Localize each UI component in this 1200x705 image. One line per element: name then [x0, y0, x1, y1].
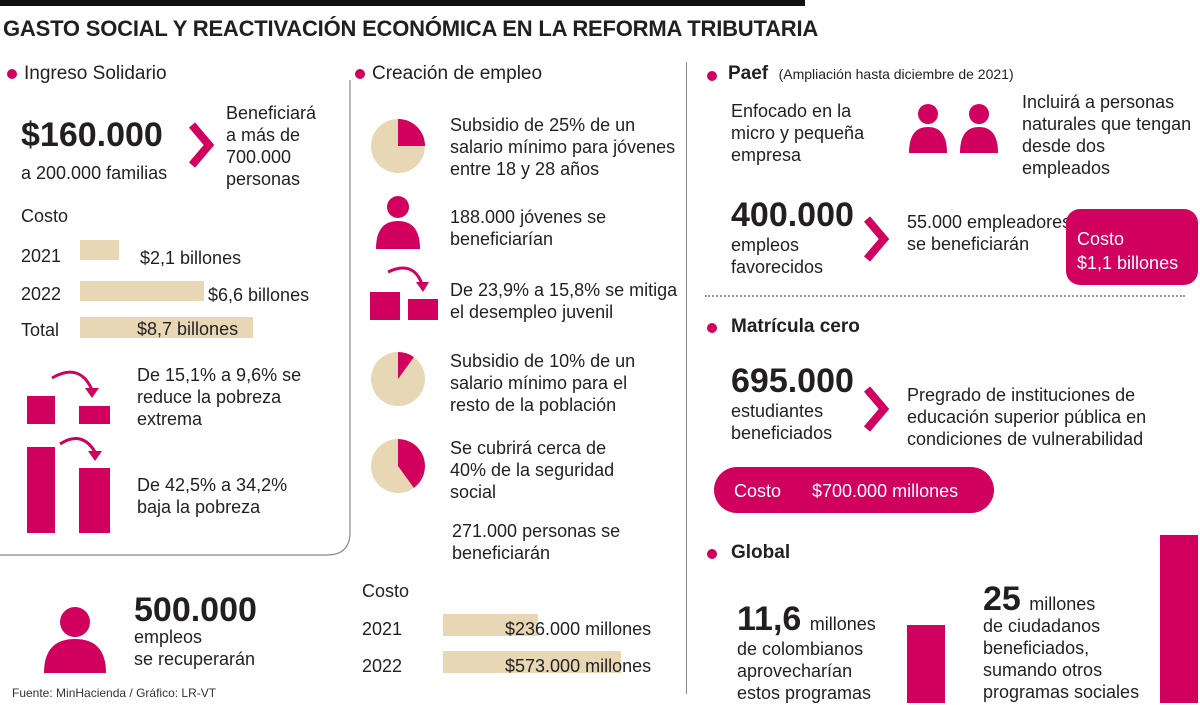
empleos-number: 500.000 [134, 591, 257, 629]
global-a-header: 11,6 millones [737, 600, 876, 639]
paef-number: 400.000 [731, 196, 854, 234]
cost-year-label: 2021 [362, 619, 403, 639]
person-icon [44, 607, 106, 673]
cost-value: $236.000 millones [505, 619, 652, 639]
poverty-bars-icon [27, 370, 110, 533]
paef-cost-box: Costo $1,1 billones [1066, 209, 1198, 285]
bullet-icon [7, 69, 17, 79]
ingreso-heading: Ingreso Solidario [24, 63, 167, 84]
desempleo-text: De 23,9% a 15,8% se mitiga el desempleo … [450, 280, 678, 322]
matricula-desc: Pregrado de instituciones de educación su… [907, 385, 1147, 449]
cost-year-label: 2022 [21, 284, 62, 304]
global-b-unit: millones [1029, 594, 1096, 614]
column-divider [686, 62, 687, 694]
paef-note: (Ampliación hasta diciembre de 2021) [778, 66, 1014, 82]
matricula-cost-value: $700.000 millones [812, 481, 959, 501]
paef-incluira: Incluirá a personas naturales que tengan… [1022, 92, 1192, 178]
ingreso-cost-label: Costo [21, 206, 69, 226]
ingreso-amount: $160.000 [21, 116, 163, 154]
reduction-bars-icon [370, 266, 438, 320]
global-b-text: de ciudadanos beneficiados, sumando otros p… [983, 616, 1140, 702]
cost-year-label: 2021 [21, 246, 62, 266]
matricula-cost-box: Costo $700.000 millones [714, 467, 994, 513]
cost-bar [80, 240, 119, 260]
cost-bar [443, 651, 621, 673]
bullet-icon [707, 323, 717, 333]
person-icon [376, 196, 420, 249]
cost-bar [80, 317, 253, 338]
dotted-divider [705, 295, 1185, 297]
cost-total-label: Total [21, 320, 60, 340]
paef-title: Paef (Ampliación hasta diciembre de 2021… [728, 63, 1014, 85]
global-heading: Global [731, 542, 791, 563]
pie-10-icon [371, 352, 425, 406]
creacion-cost-label: Costo [362, 581, 410, 601]
cost-year-label: 2022 [362, 656, 403, 676]
cost-value: $2,1 billones [140, 248, 242, 268]
matricula-heading: Matrícula cero [731, 316, 860, 337]
cost-value: $8,7 billones [137, 319, 239, 339]
pie-slice [398, 119, 425, 146]
ingreso-families: a 200.000 familias [21, 163, 168, 183]
seguridad-text: Se cubrirá cerca de 40% de la seguridad … [450, 438, 615, 502]
pie-slice [398, 439, 425, 488]
subsidio10-text: Subsidio de 10% de un salario mínimo par… [450, 351, 636, 415]
top-rule [0, 0, 805, 6]
paef-empleadores: 55.000 empleadores se beneficiarán [907, 212, 1072, 254]
people-icon [909, 104, 998, 153]
cost-value: $573.000 millones [505, 656, 652, 676]
chevron-right-icon [863, 386, 889, 432]
chevron-right-icon [863, 216, 889, 262]
cost-bar [443, 614, 538, 636]
ingreso-beneficiaries: Beneficiará a más de 700.000 personas [226, 103, 317, 189]
paef-cost-value: $1,1 billones [1077, 253, 1179, 273]
paef-enfocado: Enfocado en la micro y pequeña empresa [731, 101, 865, 165]
personas-text: 271.000 personas se beneficiarán [452, 521, 621, 563]
subsidio25-text: Subsidio de 25% de un salario mínimo par… [450, 115, 676, 179]
pie-slice [398, 352, 414, 379]
matricula-text: estudiantes beneficiados [731, 401, 833, 443]
global-b-bar [1160, 535, 1198, 703]
global-a-bar [907, 625, 945, 703]
global-b-header: 25 millones [983, 580, 1095, 619]
matricula-cost-label: Costo [734, 481, 782, 501]
bullet-icon [707, 71, 717, 81]
matricula-number: 695.000 [731, 362, 854, 400]
global-a-unit: millones [809, 614, 876, 634]
bullet-icon [707, 549, 717, 559]
cost-value: $6,6 billones [208, 285, 310, 305]
pie-40-icon [371, 439, 425, 493]
pobreza-extrema-text: De 15,1% a 9,6% se reduce la pobreza ext… [137, 365, 302, 429]
paef-heading: Paef [728, 63, 769, 84]
cost-bar [80, 281, 204, 301]
jovenes-text: 188.000 jóvenes se beneficiarían [450, 207, 607, 249]
global-a-number: 11,6 [737, 600, 802, 638]
source-note: Fuente: MinHacienda / Gráfico: LR-VT [12, 686, 217, 700]
empleos-text: empleos se recuperarán [134, 627, 256, 669]
paef-cost-label: Costo [1077, 229, 1125, 249]
pobreza-text: De 42,5% a 34,2% baja la pobreza [137, 475, 288, 517]
global-a-text: de colombianos aprovecharían estos program… [737, 639, 872, 703]
page-title: GASTO SOCIAL Y REACTIVACIÓN ECONÓMICA EN… [3, 16, 819, 41]
global-b-number: 25 [983, 580, 1021, 618]
ingreso-frame [0, 80, 351, 556]
pie-25-icon [371, 119, 425, 173]
bullet-icon [355, 69, 365, 79]
paef-empleos-text: empleos favorecidos [731, 235, 824, 277]
chevron-right-icon [188, 122, 214, 168]
creacion-heading: Creación de empleo [372, 63, 543, 84]
